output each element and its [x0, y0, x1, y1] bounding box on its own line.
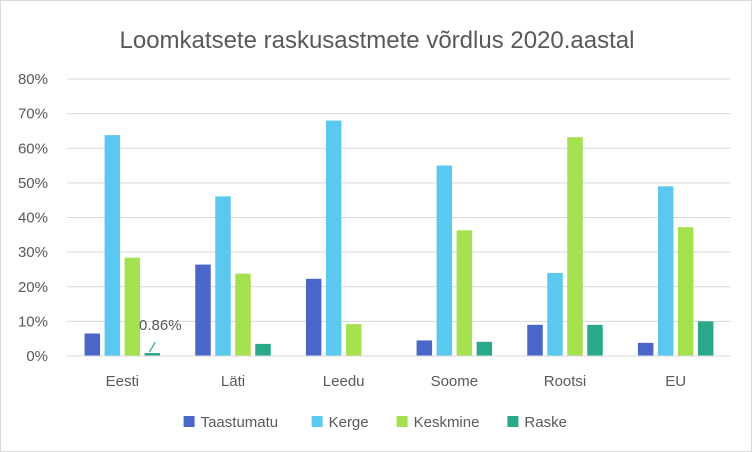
bar-raske-eesti	[144, 353, 161, 356]
bar-keskmine-eesti	[124, 257, 141, 356]
annotation-leader-line	[148, 341, 156, 353]
legend-label: Raske	[524, 414, 567, 431]
data-label: 0.86%	[139, 317, 182, 334]
bar-keskmine-eu	[677, 227, 694, 356]
y-tick-label: 80%	[18, 71, 48, 88]
y-axis-ticks: 0% 10% 20% 30% 40% 50% 60% 70% 80%	[18, 71, 48, 365]
x-category-label: Rootsi	[544, 373, 587, 390]
chart-title: Loomkatsete raskusastmete võrdlus 2020.a…	[120, 27, 635, 54]
legend-label: Taastumatu	[201, 414, 279, 431]
bar-raske-läti	[255, 343, 271, 356]
legend-item-raske: Raske	[507, 414, 567, 431]
legend-swatch	[396, 416, 408, 427]
bar-kerge-läti	[215, 196, 231, 356]
bar-taastumatu-eesti	[84, 333, 101, 356]
bar-taastumatu-läti	[195, 264, 211, 356]
annotations: 0.86%	[139, 317, 182, 353]
x-category-label: EU	[665, 373, 686, 390]
bar-taastumatu-soome	[416, 340, 433, 356]
legend-label: Keskmine	[414, 414, 480, 431]
legend: Taastumatu Kerge Keskmine Raske	[183, 414, 567, 431]
bar-raske-soome	[476, 341, 493, 356]
legend-item-keskmine: Keskmine	[396, 414, 480, 431]
bar-keskmine-läti	[235, 273, 251, 356]
bar-kerge-eu	[657, 186, 674, 356]
x-category-label: Leedu	[323, 373, 365, 390]
x-axis-categories: Eesti Läti Leedu Soome Rootsi EU	[106, 373, 686, 390]
y-tick-label: 0%	[26, 348, 48, 365]
bar-taastumatu-rootsi	[527, 324, 543, 356]
y-tick-label: 20%	[18, 279, 48, 296]
legend-item-taastumatu: Taastumatu	[183, 414, 279, 431]
legend-item-kerge: Kerge	[311, 414, 369, 431]
bar-keskmine-rootsi	[567, 137, 583, 356]
x-category-label: Soome	[431, 373, 479, 390]
bars	[84, 120, 714, 356]
x-category-label: Eesti	[106, 373, 139, 390]
bar-keskmine-soome	[456, 230, 473, 356]
legend-swatch	[507, 416, 519, 427]
bar-raske-eu	[697, 321, 714, 356]
legend-swatch	[311, 416, 323, 427]
bar-raske-rootsi	[587, 324, 603, 356]
gridlines	[67, 78, 731, 322]
legend-swatch	[183, 416, 195, 427]
bar-taastumatu-eu	[637, 342, 654, 356]
bar-kerge-rootsi	[547, 272, 563, 356]
x-category-label: Läti	[221, 373, 245, 390]
y-tick-label: 50%	[18, 175, 48, 192]
y-tick-label: 70%	[18, 106, 48, 123]
y-tick-label: 30%	[18, 244, 48, 261]
y-tick-label: 10%	[18, 313, 48, 330]
y-tick-label: 60%	[18, 140, 48, 157]
bar-taastumatu-leedu	[305, 278, 322, 356]
bar-kerge-soome	[436, 165, 453, 356]
bar-kerge-eesti	[104, 135, 121, 356]
legend-label: Kerge	[329, 414, 369, 431]
y-tick-label: 40%	[18, 210, 48, 227]
bar-kerge-leedu	[325, 120, 342, 356]
bar-keskmine-leedu	[345, 324, 362, 356]
